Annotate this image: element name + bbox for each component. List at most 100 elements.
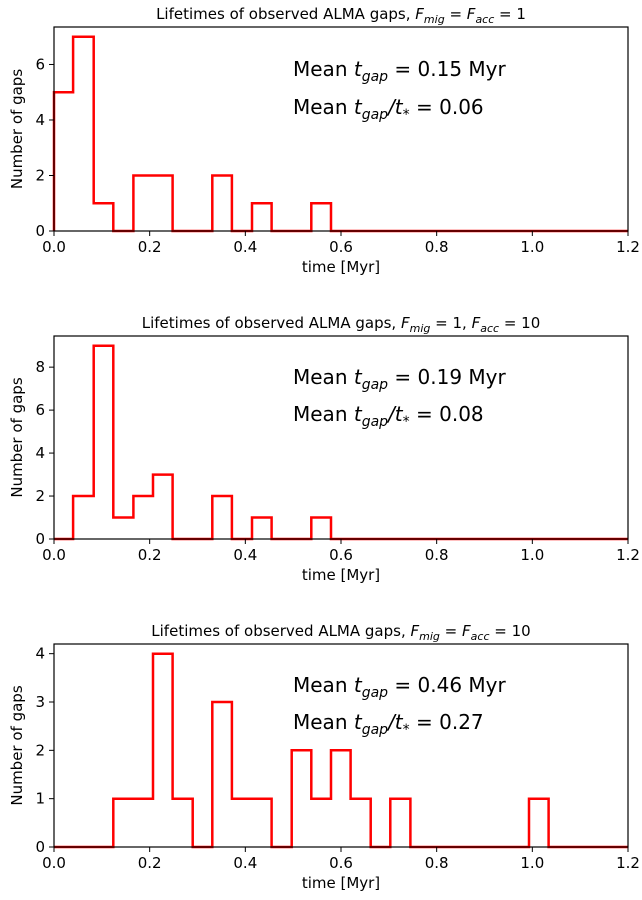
histogram-bar [133, 496, 153, 539]
x-tick-label: 0.8 [425, 854, 449, 872]
histogram-bar [153, 654, 173, 847]
title-eq: = 1, [430, 314, 471, 332]
x-tick-label: 0.6 [329, 546, 353, 564]
histogram-bar [232, 799, 252, 847]
title-prefix: Lifetimes of observed ALMA gaps, [151, 622, 410, 640]
y-tick-label: 4 [35, 645, 45, 663]
x-axis-label: time [Myr] [302, 258, 380, 276]
mean-gap-lifetime-annotation: Mean tgap = 0.19 Myr [293, 365, 507, 393]
title-value: = 10 [490, 622, 531, 640]
y-tick-label: 0 [35, 530, 45, 548]
title-prefix: Lifetimes of observed ALMA gaps, [156, 5, 415, 23]
x-tick-label: 1.0 [520, 854, 544, 872]
title-value: = 10 [499, 314, 540, 332]
x-axis-label: time [Myr] [302, 566, 380, 584]
histogram-panel-2: 0.0 0.2 0.4 0.6 0.8 1.0 1.2 0 2 4 6 8 time [Myr] Numb… [8, 314, 640, 584]
annotation-sub: gap [362, 107, 388, 123]
annotation-sub: gap [362, 377, 388, 393]
histogram-bar [529, 799, 549, 847]
title-eq: = [440, 622, 462, 640]
x-tick-label: 1.2 [616, 854, 640, 872]
histogram-bar [153, 175, 173, 231]
annotation-t: t [354, 57, 363, 81]
y-tick-label: 3 [35, 693, 45, 711]
annotation-slash-t: /t [386, 95, 404, 119]
x-tick-label: 0.6 [329, 854, 353, 872]
title-f-acc: F [472, 314, 481, 332]
histogram-bar [94, 203, 114, 231]
annotation-star: * [403, 107, 410, 123]
chart-title: Lifetimes of observed ALMA gaps, Fmig = … [151, 622, 530, 643]
histogram-bar [133, 799, 153, 847]
x-tick-label: 0.2 [138, 546, 162, 564]
annotation-prefix: Mean [293, 402, 354, 426]
chart-title: Lifetimes of observed ALMA gaps, Fmig = … [142, 314, 541, 335]
mean-gap-lifetime-annotation: Mean tgap = 0.15 Myr [293, 57, 507, 85]
title-f-mig: F [401, 314, 410, 332]
y-tick-label: 2 [35, 487, 45, 505]
annotation-prefix: Mean [293, 95, 354, 119]
histogram-bar [252, 203, 272, 231]
histogram-bar [73, 496, 94, 539]
histogram-bar [351, 799, 371, 847]
x-tick-label: 1.2 [616, 546, 640, 564]
y-tick-label: 4 [35, 111, 45, 129]
annotation-sub: gap [362, 722, 388, 738]
x-tick-label: 0.0 [42, 546, 66, 564]
histogram-bar [173, 799, 193, 847]
y-tick-label: 6 [35, 401, 45, 419]
title-value: = 1 [494, 5, 526, 23]
title-sub-mig: mig [419, 630, 440, 643]
histogram-bar [54, 92, 73, 231]
y-tick-label: 8 [35, 358, 45, 376]
annotation-t: t [354, 402, 363, 426]
annotation-prefix: Mean [293, 57, 354, 81]
x-tick-label: 0.0 [42, 854, 66, 872]
x-tick-label: 0.8 [425, 546, 449, 564]
mean-gap-lifetime-annotation: Mean tgap = 0.46 Myr [293, 673, 507, 701]
annotation-value: = 0.08 [410, 402, 484, 426]
histogram-bar [212, 702, 232, 847]
title-sub-mig: mig [410, 322, 431, 335]
title-prefix: Lifetimes of observed ALMA gaps, [142, 314, 401, 332]
annotation-t: t [354, 673, 363, 697]
annotation-sub: gap [362, 414, 388, 430]
title-eq: = [445, 5, 467, 23]
histogram-bar [73, 37, 94, 231]
histogram-bar [311, 518, 331, 539]
annotation-value: = 0.46 Myr [388, 673, 506, 697]
x-tick-label: 0.4 [233, 854, 257, 872]
annotation-value: = 0.27 [410, 710, 484, 734]
y-axis-label: Number of gaps [8, 377, 26, 497]
x-tick-label: 0.4 [233, 546, 257, 564]
histogram-bar [252, 518, 272, 539]
annotation-sub: gap [362, 685, 388, 701]
y-tick-label: 2 [35, 166, 45, 184]
annotation-t: t [354, 710, 363, 734]
x-tick-label: 0.2 [138, 854, 162, 872]
histogram-panel-1: 0.0 0.2 0.4 0.6 0.8 1.0 1.2 0 2 4 6 time [Myr] Numbe… [8, 5, 640, 276]
histogram-bar [94, 346, 114, 539]
y-tick-label: 2 [35, 741, 45, 759]
histogram-bar [252, 799, 272, 847]
title-sub-acc: acc [471, 630, 490, 643]
mean-gap-ratio-annotation: Mean tgap/t* = 0.08 [293, 402, 484, 430]
x-tick-label: 0.2 [138, 238, 162, 256]
title-f-acc: F [467, 5, 476, 23]
annotation-star: * [403, 722, 410, 738]
y-axis-label: Number of gaps [8, 69, 26, 189]
title-sub-acc: acc [475, 13, 494, 26]
annotation-sub: gap [362, 69, 388, 85]
x-tick-label: 1.0 [520, 238, 544, 256]
y-tick-label: 4 [35, 444, 45, 462]
x-tick-label: 1.0 [520, 546, 544, 564]
histogram-bar [311, 203, 331, 231]
y-tick-label: 0 [35, 222, 45, 240]
x-tick-label: 0.0 [42, 238, 66, 256]
annotation-prefix: Mean [293, 710, 354, 734]
histogram-panel-3: 0.0 0.2 0.4 0.6 0.8 1.0 1.2 0 1 2 3 4 time [Myr] Numb… [8, 622, 640, 892]
annotation-star: * [403, 414, 410, 430]
x-tick-label: 1.2 [616, 238, 640, 256]
annotation-value: = 0.19 Myr [388, 365, 506, 389]
